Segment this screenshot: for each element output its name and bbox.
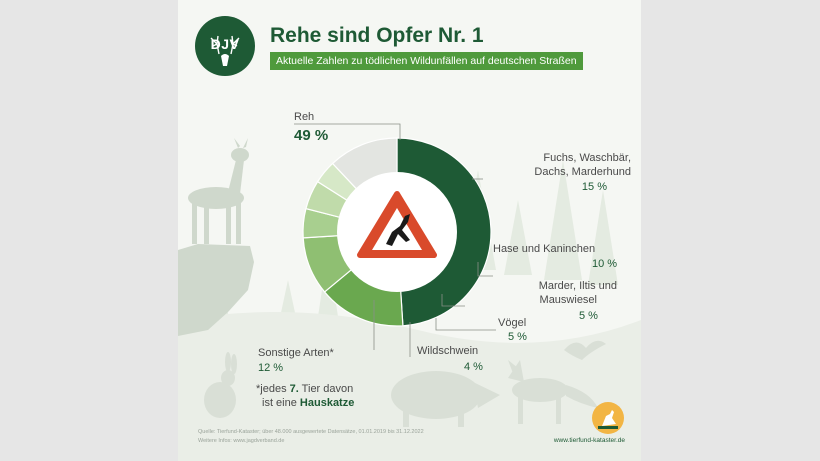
value-voegel: 5 %: [508, 331, 527, 343]
deer-silhouette-icon: [188, 138, 249, 244]
rock-silhouette: [178, 244, 254, 336]
page-title: Rehe sind Opfer Nr. 1: [270, 24, 484, 47]
label-marder-line1: Marder, Iltis und: [538, 280, 617, 292]
label-sonstige: Sonstige Arten*: [258, 347, 334, 359]
page-subtitle: Aktuelle Zahlen zu tödlichen Wildunfälle…: [270, 52, 583, 70]
label-voegel: Vögel: [498, 317, 527, 329]
leader-line-voegel: [435, 318, 496, 331]
footnote-number: 7.: [289, 383, 299, 395]
source-line-1: Quelle: Tierfund-Kataster; über 48.000 a…: [198, 429, 424, 435]
label-reh: Reh: [294, 111, 315, 123]
fox-silhouette-icon: [508, 360, 598, 424]
label-fuchs-line1: Fuchs, Waschbär,: [543, 152, 631, 164]
footnote-text-1: *jedes: [256, 383, 290, 395]
infographic-card: DJV Rehe sind Opfer Nr. 1 Aktuelle Zahle…: [178, 0, 641, 461]
leader-line-marder: [441, 294, 465, 307]
footnote: *jedes 7. Tier davon ist eine Hauskatze: [256, 382, 354, 410]
value-marder: 5 %: [579, 310, 598, 322]
rabbit-silhouette-icon: [204, 352, 237, 418]
footnote-text-2: Tier davon: [298, 383, 354, 395]
forest-background: [178, 138, 641, 461]
leader-line-hase: [477, 262, 493, 277]
label-hase: Hase und Kaninchen: [493, 243, 596, 255]
value-fuchs: 15 %: [581, 181, 607, 193]
label-marder-line2: Mauswiesel: [539, 294, 597, 306]
djv-logo: DJV: [195, 16, 255, 76]
donut-chart: [294, 123, 496, 357]
value-hase: 10 %: [592, 258, 618, 270]
boar-silhouette-icon: [391, 371, 500, 427]
leader-line-reh: [294, 123, 401, 140]
value-sonstige: 12 %: [258, 362, 284, 374]
label-fuchs-line2: Dachs, Marderhund: [534, 166, 631, 178]
logo-text: DJV: [210, 36, 240, 52]
footnote-text-3: ist eine: [262, 397, 300, 409]
djv-deer-logo-icon: [210, 35, 240, 66]
value-wildschwein: 4 %: [464, 361, 483, 373]
footnote-highlight: Hauskatze: [299, 397, 355, 409]
source-note: Quelle: Tierfund-Kataster; über 48.000 a…: [198, 428, 424, 446]
tierfund-badge-icon: [592, 402, 624, 434]
deer-warning-sign-icon: [357, 191, 437, 258]
value-reh: 49 %: [294, 127, 329, 144]
leader-lines: [294, 123, 496, 357]
website-link[interactable]: www.tierfund-kataster.de: [553, 437, 625, 444]
source-line-2: Weitere Infos: www.jagdverband.de: [198, 438, 285, 444]
label-wildschwein: Wildschwein: [417, 345, 479, 357]
bird-silhouette-icon: [564, 340, 606, 360]
